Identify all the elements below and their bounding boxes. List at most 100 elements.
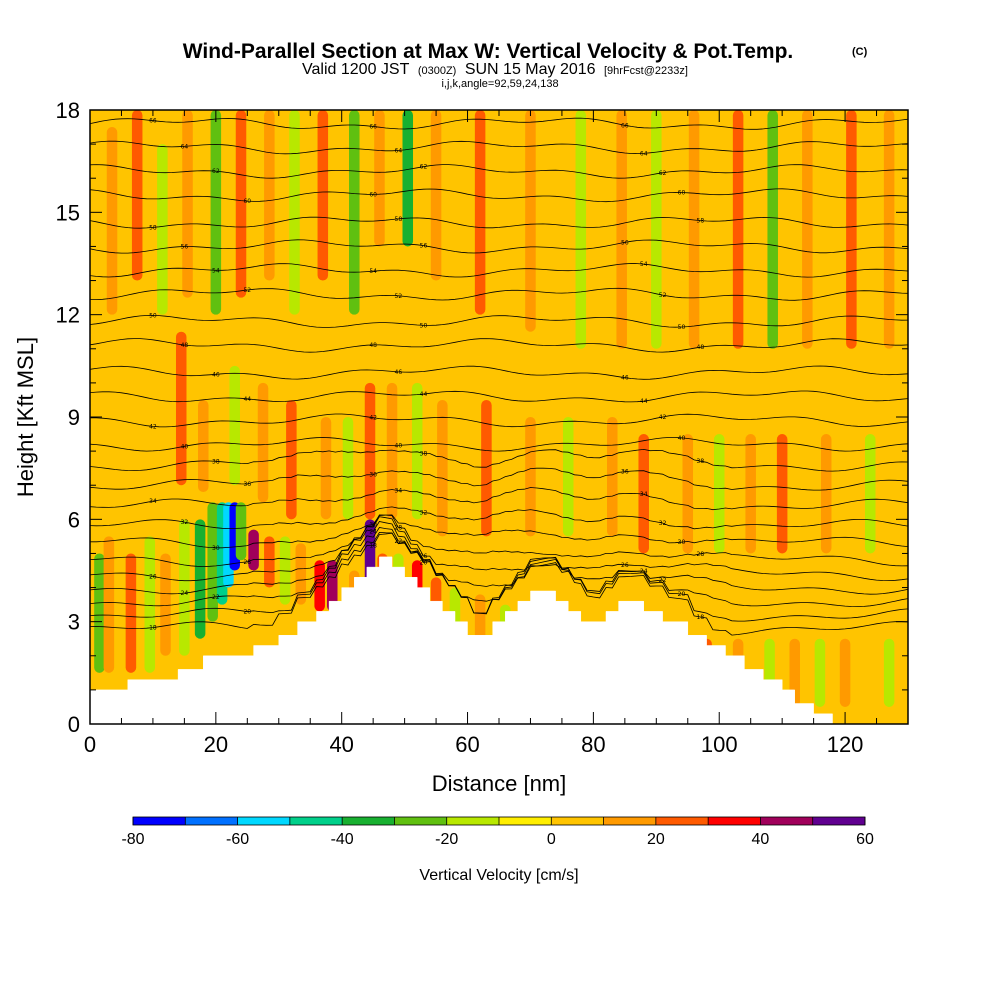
isentrope-line [90, 516, 908, 582]
isentrope-label: 46 [621, 375, 629, 382]
velocity-cell [210, 110, 222, 315]
isentrope-label: 54 [212, 267, 220, 274]
isentrope-label: 42 [149, 423, 157, 430]
isentrope-label: 52 [243, 287, 251, 294]
y-tick-label: 9 [68, 405, 80, 430]
isentrope-label: 38 [697, 458, 705, 465]
velocity-cell [194, 519, 206, 639]
velocity-cell [745, 434, 756, 554]
velocity-cell [402, 110, 414, 247]
isentrope-line [90, 506, 908, 530]
colorbar-segment [708, 817, 761, 825]
isentrope-label: 36 [621, 469, 629, 476]
velocity-cell [314, 560, 325, 612]
isentrope-label: 38 [420, 450, 428, 457]
isentrope-label: 40 [181, 443, 189, 450]
isentrope-line [90, 437, 908, 452]
isentrope-line [90, 487, 908, 511]
velocity-cell [820, 434, 832, 554]
isentrope-line [90, 164, 908, 179]
isentrope-label: 56 [181, 244, 189, 251]
colorbar-tick-label: -80 [121, 831, 144, 848]
velocity-cell [607, 417, 618, 537]
isentrope-label: 50 [149, 312, 157, 319]
isentrope-label: 42 [659, 414, 667, 421]
grid-indices: i,j,k,angle=92,59,24,138 [441, 78, 558, 90]
isentrope-label: 20 [678, 591, 686, 598]
velocity-cell [103, 536, 115, 673]
isentrope-label: 22 [659, 577, 667, 584]
isentrope-label: 38 [212, 458, 220, 465]
x-tick-label: 20 [204, 732, 228, 757]
velocity-cell [94, 553, 105, 673]
x-tick-label: 60 [455, 732, 479, 757]
y-tick-label: 15 [56, 200, 80, 225]
isentrope-label: 54 [369, 268, 377, 275]
isentrope-line [90, 413, 908, 428]
isentrope-line [90, 188, 908, 203]
isentrope-line [90, 521, 908, 595]
velocity-cell [289, 110, 300, 315]
velocity-cell [207, 502, 218, 622]
isentrope-contours: 66 66 66 64 64 64 62 62 62 60 60 60 58 58 58 56 56 56 54 54… [90, 117, 908, 636]
velocity-cell [349, 110, 360, 315]
isentrope-label: 56 [621, 239, 629, 246]
isentrope-line [90, 532, 908, 636]
isentrope-line [90, 338, 908, 353]
isentrope-label: 60 [243, 198, 251, 205]
isentrope-line [90, 314, 908, 328]
isentrope-line [90, 117, 908, 130]
velocity-cell [651, 110, 662, 349]
isentrope-label: 52 [659, 292, 667, 299]
isentrope-line [90, 390, 908, 403]
isentrope-label: 46 [395, 369, 403, 376]
chart-subtitle: Valid 1200 JST (0300Z) SUN 15 May 2016 [… [302, 61, 688, 78]
isentrope-label: 26 [420, 553, 428, 560]
isentrope-label: 60 [369, 191, 377, 198]
velocity-cell [411, 382, 423, 520]
velocity-cell [326, 560, 338, 612]
isentrope-label: 58 [697, 218, 705, 225]
isentrope-label: 32 [181, 519, 189, 526]
isentrope-line [90, 514, 908, 567]
velocity-cell [157, 144, 168, 315]
velocity-cell [295, 543, 307, 605]
colorbar-segment [446, 817, 499, 825]
colorbar-tick-label: -40 [331, 831, 354, 848]
velocity-cell [235, 110, 247, 298]
colorbar-tick-label: 40 [752, 831, 770, 848]
isentrope-label: 30 [212, 545, 220, 552]
isentrope-label: 34 [640, 491, 648, 498]
isentrope-label: 58 [395, 216, 403, 223]
isentrope-label: 18 [369, 543, 377, 550]
isentrope-line [90, 365, 908, 380]
velocity-cell [846, 110, 857, 349]
velocity-cell [767, 110, 778, 349]
velocity-cell [198, 399, 209, 493]
velocity-cell [175, 331, 187, 486]
isentrope-label: 28 [697, 551, 705, 558]
velocity-cell [430, 110, 442, 281]
isentrope-label: 46 [212, 371, 220, 378]
isentrope-label: 48 [181, 342, 189, 349]
isentrope-label: 66 [621, 122, 629, 129]
colorbar: -80 -60 -40 -20 0 20 40 60 [121, 816, 874, 848]
isentrope-label: 62 [659, 170, 667, 177]
colorbar-segment [289, 817, 343, 825]
chart-title: Wind-Parallel Section at Max W: Vertical… [183, 40, 794, 63]
velocity-cell [286, 399, 297, 520]
valid-date: SUN 15 May 2016 [465, 61, 596, 78]
isentrope-label: 18 [149, 625, 157, 632]
isentrope-label: 30 [369, 521, 377, 528]
isentrope-label: 22 [212, 594, 220, 601]
isentrope-line [90, 467, 908, 491]
velocity-cell [814, 638, 826, 707]
isentrope-label: 54 [640, 261, 648, 268]
velocity-cell [182, 110, 193, 298]
isentrope-label: 64 [395, 148, 403, 155]
velocity-cell [525, 417, 536, 537]
x-axis-title: Distance [nm] [432, 771, 567, 796]
velocity-cell [342, 417, 354, 520]
y-axis-title: Height [Kft MSL] [13, 337, 38, 497]
